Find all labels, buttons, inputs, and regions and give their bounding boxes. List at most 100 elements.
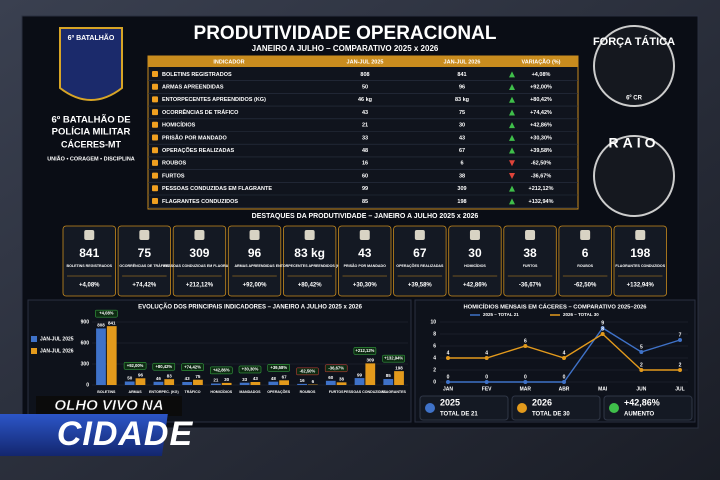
x-tick-label: JAN bbox=[443, 386, 453, 392]
card-icon bbox=[635, 230, 646, 240]
bar bbox=[124, 381, 135, 385]
point-label: 2 bbox=[679, 362, 682, 368]
table-header: VARIAÇÃO (%) bbox=[521, 58, 560, 65]
trend-arrow bbox=[509, 84, 515, 91]
card-value: 96 bbox=[248, 246, 262, 260]
card-icon bbox=[469, 230, 480, 240]
y-tick-label: 4 bbox=[433, 355, 436, 361]
card-change: +4,08% bbox=[79, 283, 100, 289]
table-cell: 75 bbox=[459, 110, 465, 116]
table-cell: 67 bbox=[459, 148, 465, 154]
bar-value: 75 bbox=[195, 374, 201, 379]
table-cell: BOLETINS REGISTRADOS bbox=[162, 72, 232, 78]
table-header: JAN-JUL 2026 bbox=[444, 59, 481, 65]
table-cell: FLAGRANTES CONDUZIDOS bbox=[162, 199, 238, 205]
x-tick-label: FEV bbox=[482, 386, 492, 392]
point bbox=[639, 350, 644, 354]
variation-label: +212,12% bbox=[355, 348, 374, 353]
bar bbox=[106, 326, 117, 385]
trend-arrow bbox=[509, 109, 515, 116]
bar bbox=[325, 380, 336, 385]
table-cell: OPERAÇÕES REALIZADAS bbox=[162, 147, 234, 154]
raio-badge bbox=[593, 135, 675, 217]
card-change: +74,42% bbox=[132, 283, 157, 289]
highlight-card bbox=[613, 225, 667, 297]
table-cell: ARMAS APREENDIDAS bbox=[162, 85, 224, 91]
table-cell: 6 bbox=[460, 161, 463, 167]
chart-title: EVOLUÇÃO DOS PRINCIPAIS INDICADORES – JA… bbox=[138, 304, 362, 311]
row-icon bbox=[152, 172, 158, 179]
bar bbox=[394, 371, 404, 385]
point-label: 8 bbox=[601, 326, 604, 332]
highlight-card bbox=[227, 225, 282, 297]
tatica-badge bbox=[593, 25, 675, 107]
x-tick-label: JUN bbox=[636, 386, 646, 392]
x-tick-label: MAI bbox=[598, 386, 608, 392]
legend-label: 2026 – TOTAL 30 bbox=[563, 312, 599, 317]
motto: UNIÃO • CORAGEM • DISCIPLINA bbox=[47, 155, 135, 162]
x-tick-label: BOLETINS bbox=[97, 390, 116, 394]
card-label: PRISÃO POR MANDADO bbox=[344, 263, 387, 268]
card-value: 83 kg bbox=[294, 246, 325, 260]
card-icon bbox=[249, 230, 260, 240]
highlight-card bbox=[62, 225, 116, 297]
legend-swatch bbox=[31, 336, 37, 342]
variation-badge bbox=[210, 366, 233, 375]
table-cell: 38 bbox=[459, 173, 465, 179]
point-label: 0 bbox=[447, 374, 450, 380]
point-label: 4 bbox=[447, 350, 450, 356]
table-cell: HOMICÍDIOS bbox=[162, 121, 196, 129]
legend-swatch bbox=[31, 348, 37, 354]
card-value: 30 bbox=[468, 246, 482, 260]
card-icon bbox=[414, 230, 425, 240]
trend-arrow bbox=[509, 198, 515, 205]
table-cell: 841 bbox=[457, 72, 466, 78]
point bbox=[523, 344, 528, 348]
point bbox=[562, 380, 566, 384]
table-cell: 198 bbox=[457, 199, 466, 205]
table-cell: 808 bbox=[360, 72, 369, 78]
variation-label: -36,67% bbox=[328, 365, 344, 370]
table-cell: 43 bbox=[459, 135, 465, 141]
point bbox=[600, 332, 605, 336]
table-cell: 309 bbox=[457, 186, 466, 192]
table-cell: 33 bbox=[362, 135, 368, 141]
y-tick-label: 0 bbox=[433, 379, 436, 385]
bar bbox=[182, 381, 193, 385]
card-change: +92,00% bbox=[243, 283, 268, 289]
row-icon bbox=[152, 198, 158, 204]
summary-big: 2025 bbox=[440, 397, 460, 407]
card-label: HOMICÍDIOS bbox=[464, 263, 486, 268]
summary-small: TOTAL DE 30 bbox=[532, 412, 570, 418]
trend-arrow bbox=[509, 147, 515, 154]
bar-value: 99 bbox=[357, 372, 363, 377]
badge: 6º BATALHÃO bbox=[68, 33, 115, 42]
overlay-bottom bbox=[0, 414, 168, 456]
bar-value: 67 bbox=[282, 374, 288, 379]
bar bbox=[250, 381, 261, 385]
table-cell: +80,42% bbox=[530, 97, 552, 103]
bar bbox=[336, 382, 347, 385]
y-tick-label: 600 bbox=[81, 340, 90, 346]
table-cell: 99 bbox=[362, 186, 368, 192]
point-label: 6 bbox=[524, 338, 527, 344]
point bbox=[562, 356, 566, 360]
table-cell: 46 kg bbox=[358, 97, 372, 103]
variation-label: +92,00% bbox=[127, 363, 144, 368]
y-tick-label: 6 bbox=[433, 343, 436, 349]
summary-icon bbox=[517, 403, 527, 413]
summary-icon bbox=[609, 403, 619, 413]
point bbox=[484, 356, 489, 360]
summary-big: +42,86% bbox=[624, 397, 660, 407]
title: PRODUTIVIDADE OPERACIONAL bbox=[194, 23, 497, 44]
row-icon bbox=[152, 109, 158, 116]
legend-label: JAN-JUL 2026 bbox=[40, 348, 74, 354]
row-icon bbox=[152, 147, 158, 154]
variation-badge bbox=[353, 347, 377, 355]
variation-label: -62,50% bbox=[300, 368, 316, 373]
highlight-card bbox=[503, 225, 557, 297]
table-cell: 48 bbox=[362, 148, 368, 154]
point-label: 0 bbox=[485, 374, 488, 380]
table-cell: +132,94% bbox=[529, 199, 554, 205]
subtitle: JANEIRO A JULHO – COMPARATIVO 2025 x 202… bbox=[252, 44, 439, 53]
